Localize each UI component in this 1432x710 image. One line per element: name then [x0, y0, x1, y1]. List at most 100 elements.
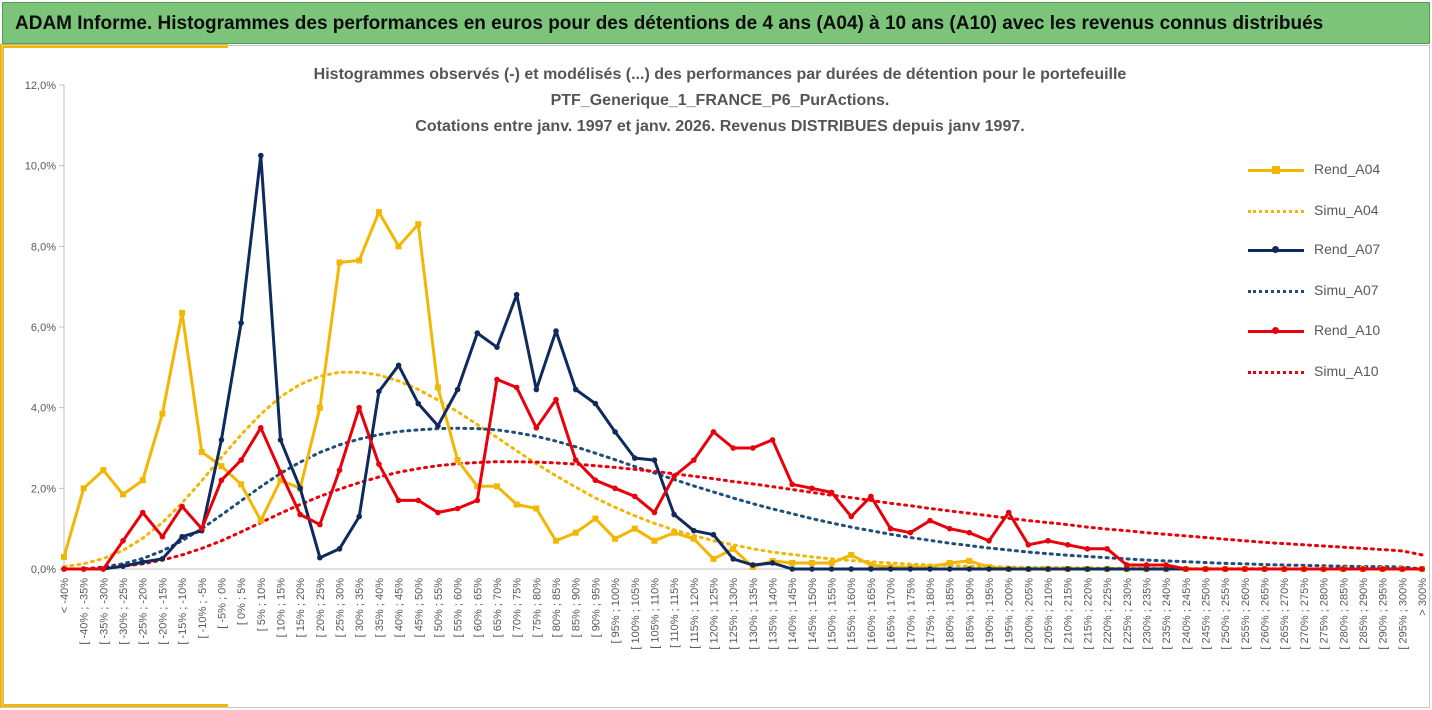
x-tick-label: > 300%: [1417, 578, 1429, 616]
data-point-rend-a07: [376, 388, 382, 395]
data-point-rend-a10: [1104, 546, 1110, 552]
data-point-rend-a10: [435, 509, 441, 516]
data-point-rend-a07: [1045, 566, 1051, 572]
x-tick-label: [ 5% ; 10%: [256, 578, 268, 631]
data-point-rend-a04: [277, 477, 284, 484]
data-point-rend-a07: [769, 560, 776, 566]
legend-label-simu-a07: Simu_A07: [1314, 282, 1379, 298]
data-point-rend-a10: [1261, 566, 1268, 572]
y-tick-label: 4,0%: [31, 403, 56, 415]
legend-item-rend-a07[interactable]: Rend_A07: [1248, 240, 1418, 260]
legend-item-rend-a10[interactable]: Rend_A10: [1248, 321, 1418, 341]
data-point-rend-a07: [671, 511, 677, 518]
report-header: ADAM Informe. Histogrammes des performan…: [2, 2, 1430, 44]
data-point-rend-a04: [533, 505, 540, 512]
data-point-rend-a07: [258, 152, 264, 159]
x-tick-label: [ 145% ; 150%: [807, 578, 819, 650]
data-point-rend-a10: [1084, 546, 1091, 552]
data-point-rend-a07: [139, 559, 146, 565]
x-tick-label: [ 225% ; 230%: [1122, 578, 1134, 650]
data-point-rend-a10: [415, 497, 422, 504]
data-point-rend-a10: [1222, 566, 1228, 572]
chart-title-line-3: Cotations entre janv. 1997 et janv. 2026…: [415, 118, 1025, 135]
x-tick-label: [ 80% ; 85%: [551, 578, 563, 638]
data-point-rend-a07: [159, 556, 166, 562]
data-point-rend-a10: [1202, 566, 1209, 572]
data-point-rend-a07: [592, 400, 599, 407]
y-tick-label: 8,0%: [31, 241, 56, 253]
data-point-rend-a04: [257, 517, 264, 524]
data-point-rend-a07: [1104, 566, 1110, 572]
data-point-rend-a04: [434, 384, 441, 391]
x-tick-label: [ 55% ; 60%: [453, 578, 465, 638]
data-point-rend-a10: [1379, 566, 1386, 572]
data-point-rend-a10: [986, 537, 992, 544]
x-tick-label: [ 120% ; 125%: [708, 578, 720, 650]
legend-marker-square-icon: [1272, 166, 1280, 174]
data-point-rend-a10: [848, 513, 855, 520]
legend-swatch-simu-a07: [1248, 290, 1304, 293]
x-tick-label: [ -10% ; -5%: [197, 578, 209, 639]
data-point-rend-a10: [258, 425, 264, 431]
data-point-rend-a07: [179, 533, 185, 540]
data-point-rend-a10: [1143, 562, 1150, 568]
x-tick-label: [ 170% ; 175%: [905, 578, 917, 650]
data-point-rend-a10: [494, 376, 500, 383]
x-tick-label: [ 290% ; 295%: [1378, 578, 1390, 650]
data-point-rend-a10: [572, 457, 579, 463]
data-point-rend-a07: [986, 566, 992, 572]
data-point-rend-a10: [1163, 562, 1169, 568]
data-point-rend-a10: [1045, 537, 1051, 544]
legend-item-simu-a07[interactable]: Simu_A07: [1248, 281, 1418, 301]
data-point-rend-a07: [868, 566, 874, 572]
x-tick-label: [ 195% ; 200%: [1004, 578, 1016, 650]
x-tick-label: [ 265% ; 270%: [1279, 578, 1291, 650]
x-tick-label: [ 150% ; 155%: [827, 578, 839, 650]
data-point-rend-a04: [415, 221, 422, 228]
data-point-rend-a10: [809, 485, 815, 492]
data-point-rend-a07: [631, 455, 638, 461]
accent-bar-top: [0, 44, 228, 48]
data-point-rend-a07: [750, 562, 756, 568]
data-point-rend-a07: [907, 566, 914, 572]
data-point-rend-a10: [1025, 542, 1032, 548]
legend-marker-circle-icon: [1272, 327, 1279, 334]
data-point-rend-a04: [159, 410, 166, 417]
x-tick-label: [ 165% ; 170%: [886, 578, 898, 650]
data-point-rend-a10: [1301, 566, 1307, 572]
legend-label-simu-a10: Simu_A10: [1314, 363, 1379, 379]
data-point-rend-a07: [415, 400, 422, 407]
data-point-rend-a04: [513, 501, 520, 508]
y-tick-label: 6,0%: [31, 322, 56, 334]
data-point-rend-a10: [671, 473, 677, 480]
data-point-rend-a04: [454, 457, 461, 464]
x-tick-label: [ 275% ; 280%: [1319, 578, 1331, 650]
x-tick-label: [ 90% ; 95%: [590, 578, 602, 638]
data-point-rend-a04: [120, 491, 127, 498]
data-point-rend-a10: [710, 429, 717, 435]
data-point-rend-a07: [435, 423, 441, 429]
x-tick-label: [ -20% ; -15%: [157, 578, 169, 645]
x-tick-label: [ 175% ; 180%: [925, 578, 937, 650]
x-tick-label: [ 250% ; 255%: [1220, 578, 1232, 650]
data-point-rend-a10: [789, 481, 796, 488]
legend-item-rend-a04[interactable]: Rend_A04: [1248, 160, 1418, 180]
data-point-rend-a04: [238, 481, 245, 488]
data-point-rend-a07: [533, 386, 540, 393]
x-tick-label: [ 70% ; 75%: [512, 578, 524, 638]
data-point-rend-a10: [769, 437, 776, 443]
data-point-rend-a10: [179, 503, 185, 510]
data-point-rend-a10: [198, 525, 205, 532]
data-point-rend-a04: [61, 553, 67, 560]
legend-item-simu-a04[interactable]: Simu_A04: [1248, 201, 1418, 221]
data-point-rend-a07: [494, 344, 500, 350]
legend-item-simu-a10[interactable]: Simu_A10: [1248, 362, 1418, 382]
x-tick-label: [ 10% ; 15%: [275, 578, 287, 638]
data-point-rend-a07: [454, 386, 461, 393]
x-tick-label: [ 280% ; 285%: [1338, 578, 1350, 650]
x-tick-label: [ 230% ; 235%: [1141, 578, 1153, 650]
data-point-rend-a07: [1064, 566, 1071, 572]
x-tick-label: [ 95% ; 100%: [610, 578, 622, 644]
x-tick-label: [ 210% ; 215%: [1063, 578, 1075, 650]
data-point-rend-a10: [631, 493, 638, 500]
